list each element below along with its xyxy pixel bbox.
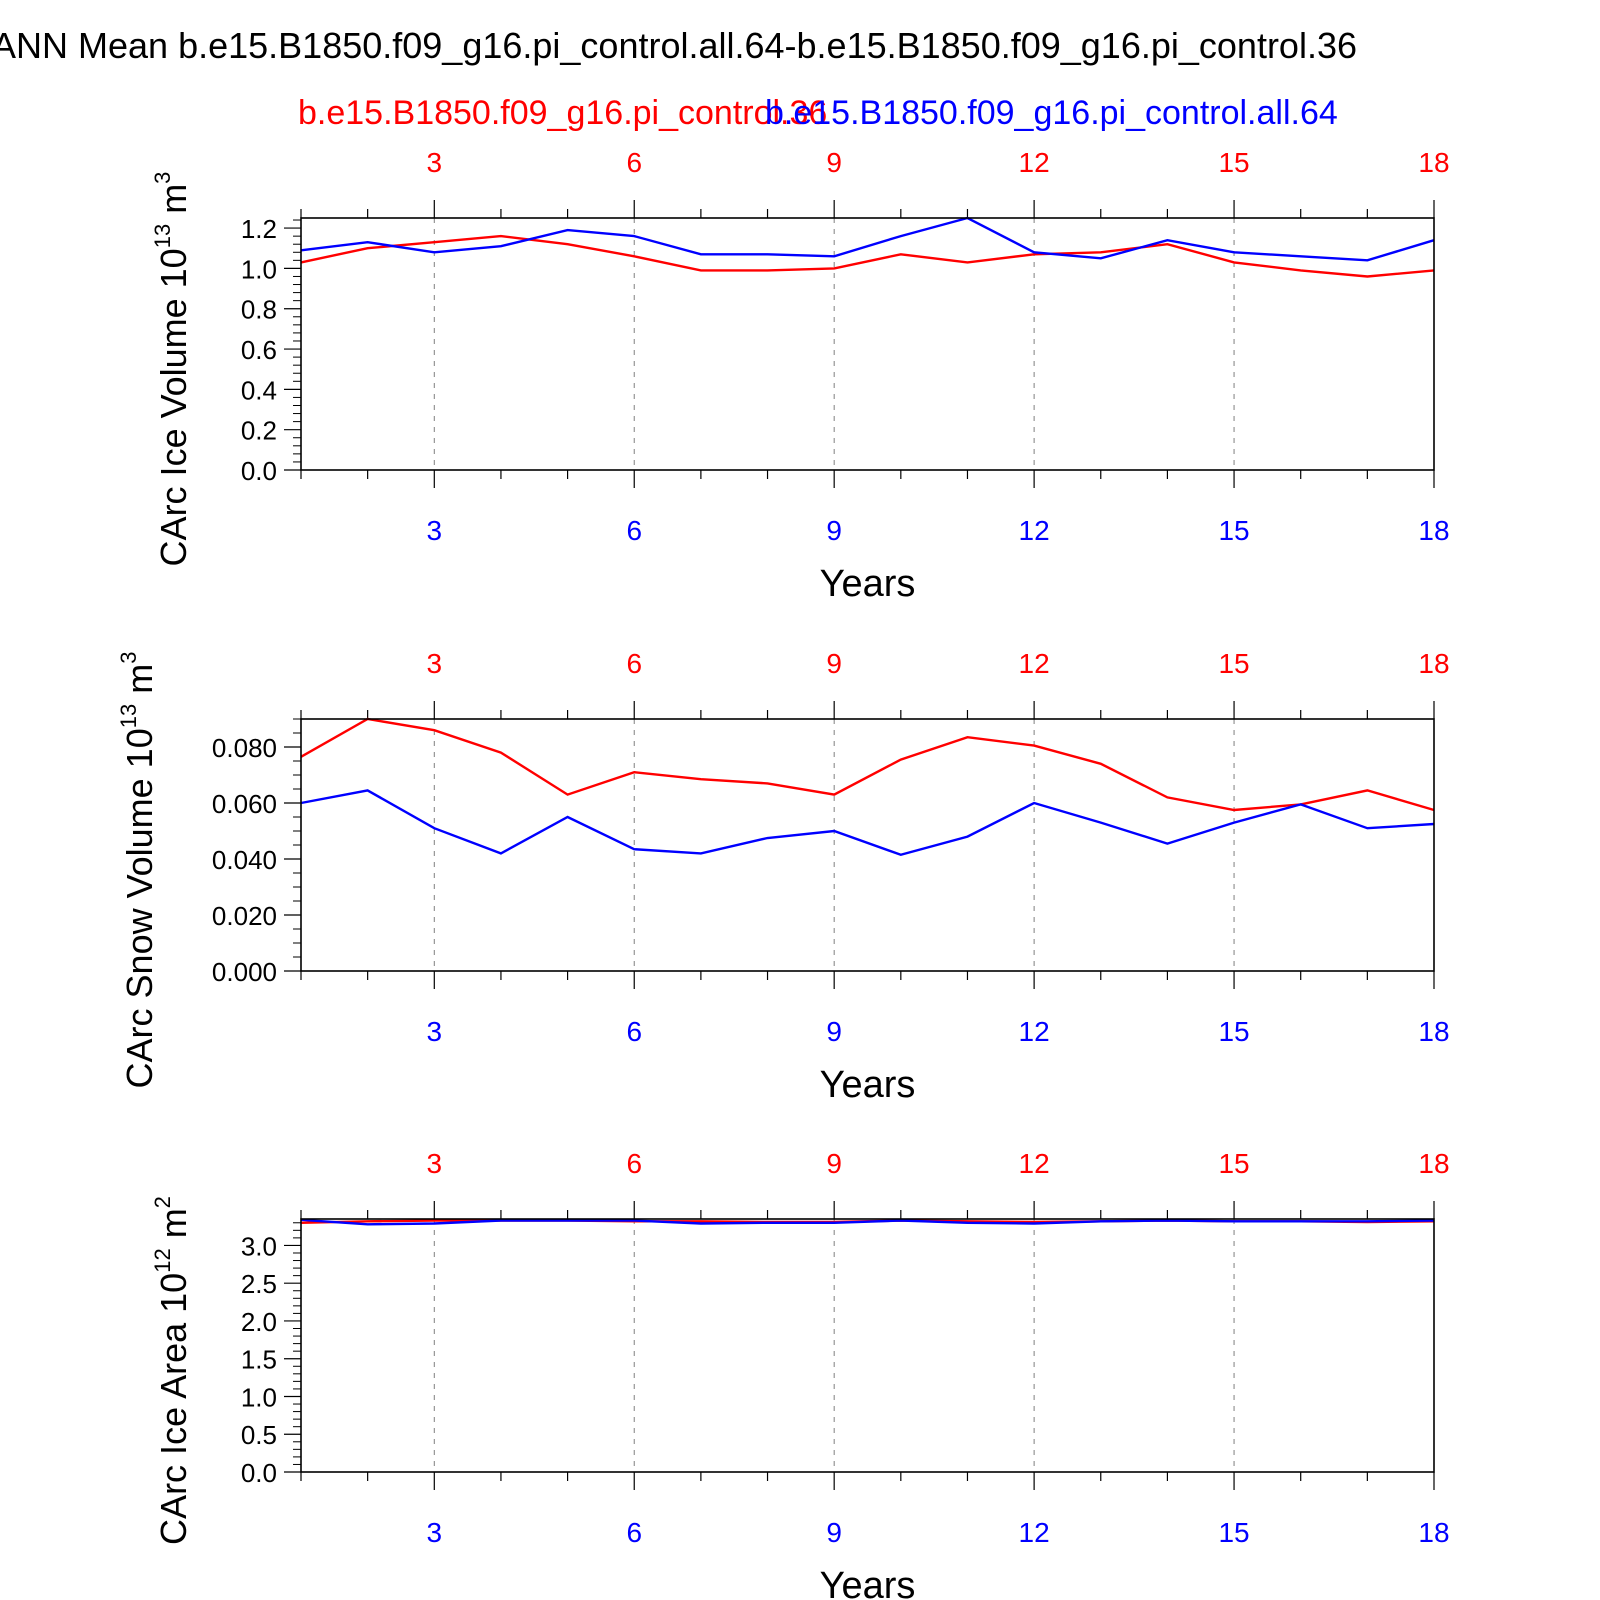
y-tick-label: 1.0 — [241, 1382, 277, 1412]
top-x-tick-label: 18 — [1418, 1148, 1449, 1179]
legend-blue-label: b.e15.B1850.f09_g16.pi_control.all.64 — [765, 94, 1338, 132]
y-axis-label-exponent: 3 — [150, 172, 175, 184]
y-tick-label: 0.060 — [212, 789, 277, 819]
bottom-x-tick-label: 15 — [1218, 1517, 1249, 1548]
bottom-x-tick-label: 15 — [1218, 515, 1249, 546]
bottom-x-tick-label: 3 — [427, 1016, 443, 1047]
top-x-tick-label: 15 — [1218, 648, 1249, 679]
y-axis-label-exponent: 3 — [116, 652, 141, 664]
top-x-tick-label: 9 — [826, 648, 842, 679]
series-line-red — [300, 717, 1435, 812]
bottom-x-tick-label: 12 — [1019, 1517, 1050, 1548]
y-axis-label-text: m — [153, 184, 194, 224]
top-x-tick-label: 3 — [427, 648, 443, 679]
top-x-tick-label: 6 — [626, 1148, 642, 1179]
top-x-tick-label: 12 — [1019, 147, 1050, 178]
top-x-tick-label: 9 — [826, 147, 842, 178]
bottom-x-tick-label: 6 — [626, 1016, 642, 1047]
y-tick-label: 2.0 — [241, 1307, 277, 1337]
y-axis-label-text: CArc Ice Area 10 — [153, 1273, 194, 1545]
figure-title: ANN Mean b.e15.B1850.f09_g16.pi_control.… — [0, 25, 1357, 66]
bottom-x-tick-label: 18 — [1418, 1016, 1449, 1047]
top-x-tick-label: 3 — [427, 1148, 443, 1179]
panel-3: 3 3 6 6 9 9 12 12 15 15 18 18 0.0 0.5 1.0 1.5 2.0 2.5 3.0 Y… — [150, 1148, 1450, 1600]
y-tick-label: 0.4 — [241, 375, 277, 405]
y-tick-label: 0.5 — [241, 1420, 277, 1450]
y-axis-label-text: m — [119, 664, 160, 704]
bottom-x-tick-label: 9 — [826, 1016, 842, 1047]
plot-frame — [300, 217, 1435, 471]
y-axis-label-text: CArc Snow Volume 10 — [119, 728, 160, 1088]
y-tick-label: 0.0 — [241, 456, 277, 486]
top-x-tick-label: 15 — [1218, 1148, 1249, 1179]
series-line-red — [300, 234, 1435, 278]
y-tick-label: 3.0 — [241, 1231, 277, 1261]
plot-frame — [300, 718, 1435, 972]
y-tick-label: 0.8 — [241, 295, 277, 325]
bottom-x-tick-label: 12 — [1019, 515, 1050, 546]
y-tick-label: 0.6 — [241, 335, 277, 365]
panel-1: 3 3 6 6 9 9 12 12 15 15 18 18 0.0 0.2 0.4 0.6 0.8 1.0 1.2 Y… — [150, 147, 1450, 605]
top-x-tick-label: 18 — [1418, 147, 1449, 178]
bottom-x-tick-label: 15 — [1218, 1016, 1249, 1047]
series-line-blue — [300, 789, 1435, 857]
y-tick-label: 0.020 — [212, 901, 277, 931]
bottom-x-tick-label: 18 — [1418, 1517, 1449, 1548]
bottom-x-tick-label: 9 — [826, 1517, 842, 1548]
y-tick-label: 0.2 — [241, 416, 277, 446]
bottom-x-tick-label: 3 — [427, 515, 443, 546]
y-axis-label-exponent: 2 — [150, 1196, 175, 1208]
y-tick-label: 2.5 — [241, 1269, 277, 1299]
x-axis-label: Years — [820, 1565, 916, 1600]
y-axis-label: CArc Snow Volume 1013 m3 — [116, 652, 160, 1089]
y-axis-label-exponent: 12 — [150, 1248, 175, 1272]
series-line-blue — [300, 216, 1435, 262]
top-x-tick-label: 15 — [1218, 147, 1249, 178]
y-tick-label: 0.000 — [212, 957, 277, 987]
y-tick-label: 1.0 — [241, 254, 277, 284]
top-x-tick-label: 12 — [1019, 1148, 1050, 1179]
y-tick-label: 1.2 — [241, 214, 277, 244]
bottom-x-tick-label: 12 — [1019, 1016, 1050, 1047]
y-tick-label: 0.040 — [212, 845, 277, 875]
y-tick-label: 1.5 — [241, 1345, 277, 1375]
legend-red-label: b.e15.B1850.f09_g16.pi_control.36 — [298, 94, 827, 132]
series-line-blue — [300, 1218, 1435, 1226]
y-axis-label-text: m — [153, 1208, 194, 1248]
panel-2: 3 3 6 6 9 9 12 12 15 15 18 18 0.000 0.020 0.040 0.060 0.… — [116, 648, 1450, 1106]
top-x-tick-label: 3 — [427, 147, 443, 178]
y-axis-label-exponent: 13 — [116, 704, 141, 728]
y-axis-label-exponent: 13 — [150, 224, 175, 248]
y-tick-label: 0.080 — [212, 733, 277, 763]
y-tick-label: 0.0 — [241, 1458, 277, 1488]
top-x-tick-label: 6 — [626, 648, 642, 679]
bottom-x-tick-label: 18 — [1418, 515, 1449, 546]
bottom-x-tick-label: 6 — [626, 1517, 642, 1548]
y-axis-label: CArc Ice Area 1012 m2 — [150, 1196, 194, 1545]
top-x-tick-label: 12 — [1019, 648, 1050, 679]
top-x-tick-label: 18 — [1418, 648, 1449, 679]
bottom-x-tick-label: 6 — [626, 515, 642, 546]
y-axis-label: CArc Ice Volume 1013 m3 — [150, 172, 194, 567]
plot-frame — [300, 1218, 1435, 1473]
x-axis-label: Years — [820, 1064, 916, 1106]
bottom-x-tick-label: 3 — [427, 1517, 443, 1548]
y-axis-label-text: CArc Ice Volume 10 — [153, 248, 194, 566]
x-axis-label: Years — [820, 563, 916, 605]
top-x-tick-label: 6 — [626, 147, 642, 178]
top-x-tick-label: 9 — [826, 1148, 842, 1179]
bottom-x-tick-label: 9 — [826, 515, 842, 546]
